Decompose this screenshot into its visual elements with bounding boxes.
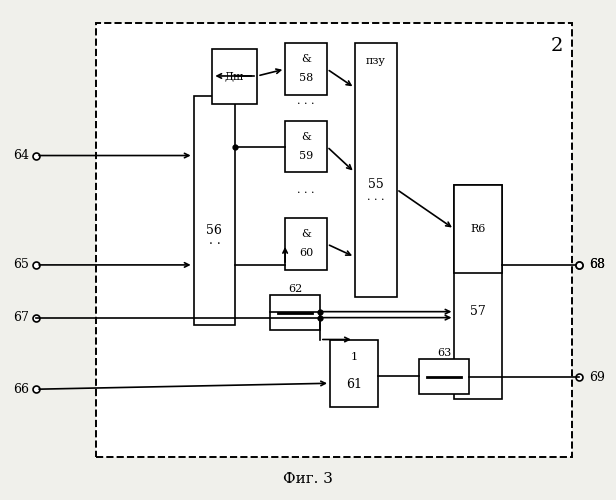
Bar	[213, 49, 257, 104]
Text: 2: 2	[551, 37, 563, 55]
Text: Фиг. 3: Фиг. 3	[283, 472, 333, 486]
Text: &: &	[301, 132, 311, 141]
Text: 66: 66	[14, 382, 30, 396]
Text: 68: 68	[589, 258, 605, 272]
Text: Дш: Дш	[225, 71, 244, 81]
Text: . .: . .	[209, 234, 221, 246]
Text: &: &	[301, 229, 311, 239]
Text: 64: 64	[14, 149, 30, 162]
Text: &: &	[301, 54, 311, 64]
Text: . . .: . . .	[367, 192, 384, 202]
Text: . . .: . . .	[298, 186, 315, 196]
Text: пзу: пзу	[366, 56, 386, 66]
Bar	[285, 43, 327, 95]
Text: 63: 63	[437, 348, 452, 358]
Text: 59: 59	[299, 150, 313, 160]
Bar	[285, 218, 327, 270]
Text: 60: 60	[299, 248, 313, 258]
Bar	[285, 120, 327, 172]
Bar	[355, 43, 397, 296]
Text: 62: 62	[288, 284, 302, 294]
Bar	[455, 186, 502, 399]
Bar	[96, 24, 572, 457]
Text: 61: 61	[346, 378, 362, 391]
Text: 1: 1	[351, 352, 357, 362]
Text: 65: 65	[14, 258, 29, 272]
Text: 58: 58	[299, 73, 313, 83]
Bar	[193, 96, 235, 324]
Text: 56: 56	[206, 224, 222, 236]
Bar	[330, 340, 378, 407]
Bar	[455, 186, 502, 273]
Text: 55: 55	[368, 178, 384, 191]
Bar	[419, 360, 469, 394]
Text: R6: R6	[471, 224, 486, 234]
Text: 68: 68	[589, 258, 605, 272]
Bar	[270, 294, 320, 330]
Text: 67: 67	[14, 311, 29, 324]
Text: 69: 69	[589, 371, 605, 384]
Text: . . .: . . .	[298, 96, 315, 106]
Text: 57: 57	[471, 305, 486, 318]
